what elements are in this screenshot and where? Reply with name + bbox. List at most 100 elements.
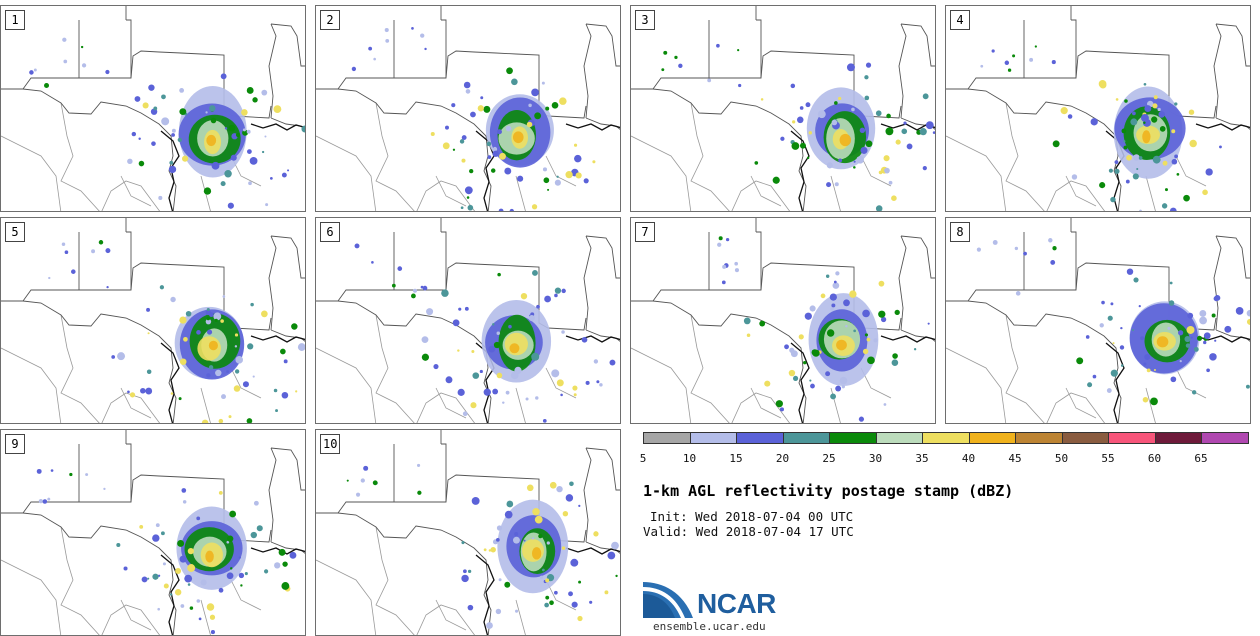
reflectivity-cell <box>226 572 234 580</box>
reflectivity-cell <box>678 63 683 69</box>
reflectivity-cell <box>1235 307 1244 315</box>
county-boundary <box>120 599 152 631</box>
county-boundary <box>1005 314 1045 423</box>
reflectivity-cell <box>301 125 305 133</box>
member-panel: 10 <box>315 429 621 636</box>
reflectivity-cell <box>1114 168 1120 174</box>
reflectivity-cell <box>63 59 68 64</box>
reflectivity-cell <box>1186 325 1195 334</box>
member-panel: 8 <box>945 217 1251 424</box>
reflectivity-cell <box>856 156 864 164</box>
reflectivity-area <box>839 133 852 147</box>
reflectivity-cell <box>242 128 246 132</box>
reflectivity-cell <box>430 132 435 137</box>
reflectivity-cell <box>1211 313 1216 318</box>
state-boundary <box>1213 235 1222 331</box>
reflectivity-cell <box>129 392 136 398</box>
reflectivity-cell <box>153 106 158 111</box>
reflectivity-cell <box>229 510 237 518</box>
reflectivity-cell <box>932 131 935 134</box>
reflectivity-cell <box>532 270 538 276</box>
reflectivity-cell <box>42 499 48 504</box>
reflectivity-cell <box>1143 82 1147 86</box>
reflectivity-cell <box>373 57 376 61</box>
reflectivity-cell <box>1015 291 1021 296</box>
county-boundary <box>416 604 476 635</box>
reflectivity-cell <box>1123 145 1128 150</box>
county-boundary <box>200 387 211 423</box>
reflectivity-cell <box>1126 154 1132 161</box>
reflectivity-cell <box>716 43 720 48</box>
colorbar-tick-label: 25 <box>822 452 836 465</box>
reflectivity-cell <box>913 348 917 351</box>
colorbar-bin <box>968 432 1016 444</box>
reflectivity-cell <box>205 111 208 114</box>
reflectivity-cell <box>138 137 141 140</box>
member-map <box>946 6 1250 211</box>
reflectivity-cell <box>1169 281 1173 285</box>
county-boundary <box>1 347 62 423</box>
reflectivity-cell <box>1199 316 1207 325</box>
reflectivity-cell <box>488 345 496 353</box>
county-boundary <box>101 604 161 635</box>
reflectivity-cell <box>859 127 866 133</box>
state-boundary <box>1215 117 1250 130</box>
reflectivity-cell <box>585 380 590 385</box>
reflectivity-cell <box>878 280 885 287</box>
reflectivity-cell <box>831 303 836 308</box>
reflectivity-cell <box>1196 335 1203 341</box>
reflectivity-cell <box>860 146 868 154</box>
reflectivity-cell <box>420 33 425 38</box>
reflectivity-cell <box>544 602 549 608</box>
reflectivity-cell <box>227 202 234 209</box>
county-boundary <box>631 347 692 423</box>
member-panel: 1 <box>0 5 306 212</box>
county-boundary <box>230 367 262 399</box>
reflectivity-cell <box>467 604 474 611</box>
ncar-logo-icon <box>643 582 693 618</box>
reflectivity-cell <box>737 49 740 52</box>
colorbar-bin <box>736 432 784 444</box>
reflectivity-cell <box>545 106 550 111</box>
reflectivity-cell <box>1205 168 1213 176</box>
reflectivity-cell <box>1112 342 1115 345</box>
reflectivity-cell <box>583 178 589 184</box>
reflectivity-cell <box>1199 310 1207 317</box>
reflectivity-cell <box>1099 182 1106 189</box>
reflectivity-cell <box>1188 109 1195 115</box>
reflectivity-cell <box>1150 397 1158 406</box>
reflectivity-cell <box>1139 209 1142 211</box>
state-boundary <box>79 50 272 119</box>
reflectivity-cell <box>134 96 141 102</box>
reflectivity-cell <box>498 578 502 582</box>
reflectivity-cell <box>441 289 449 297</box>
reflectivity-cell <box>421 336 429 344</box>
reflectivity-cell <box>220 73 227 80</box>
reflectivity-cell <box>526 121 533 128</box>
state-boundary <box>900 23 935 67</box>
reflectivity-cell <box>274 562 281 569</box>
reflectivity-cell <box>1132 111 1136 116</box>
reflectivity-cell <box>549 481 557 489</box>
reflectivity-cell <box>182 500 187 504</box>
reflectivity-cell <box>1132 173 1139 180</box>
reflectivity-cell <box>457 388 465 396</box>
reflectivity-cell <box>98 240 104 245</box>
colorbar-bin <box>1201 432 1249 444</box>
reflectivity-cell <box>775 400 783 408</box>
reflectivity-cell <box>577 615 583 622</box>
county-boundary <box>375 314 415 423</box>
reflectivity-cell <box>734 261 738 266</box>
reflectivity-cell <box>841 385 845 389</box>
reflectivity-cell <box>803 360 807 365</box>
colorbar-tick-label: 35 <box>915 452 929 465</box>
reflectivity-cell <box>467 204 474 211</box>
state-boundary <box>268 447 277 543</box>
reflectivity-cell <box>224 170 232 178</box>
county-boundary <box>120 175 152 207</box>
reflectivity-cell <box>178 397 182 401</box>
reflectivity-cell <box>1132 329 1135 332</box>
state-boundary <box>585 235 620 279</box>
reflectivity-cell <box>464 306 469 311</box>
reflectivity-area <box>512 131 524 144</box>
